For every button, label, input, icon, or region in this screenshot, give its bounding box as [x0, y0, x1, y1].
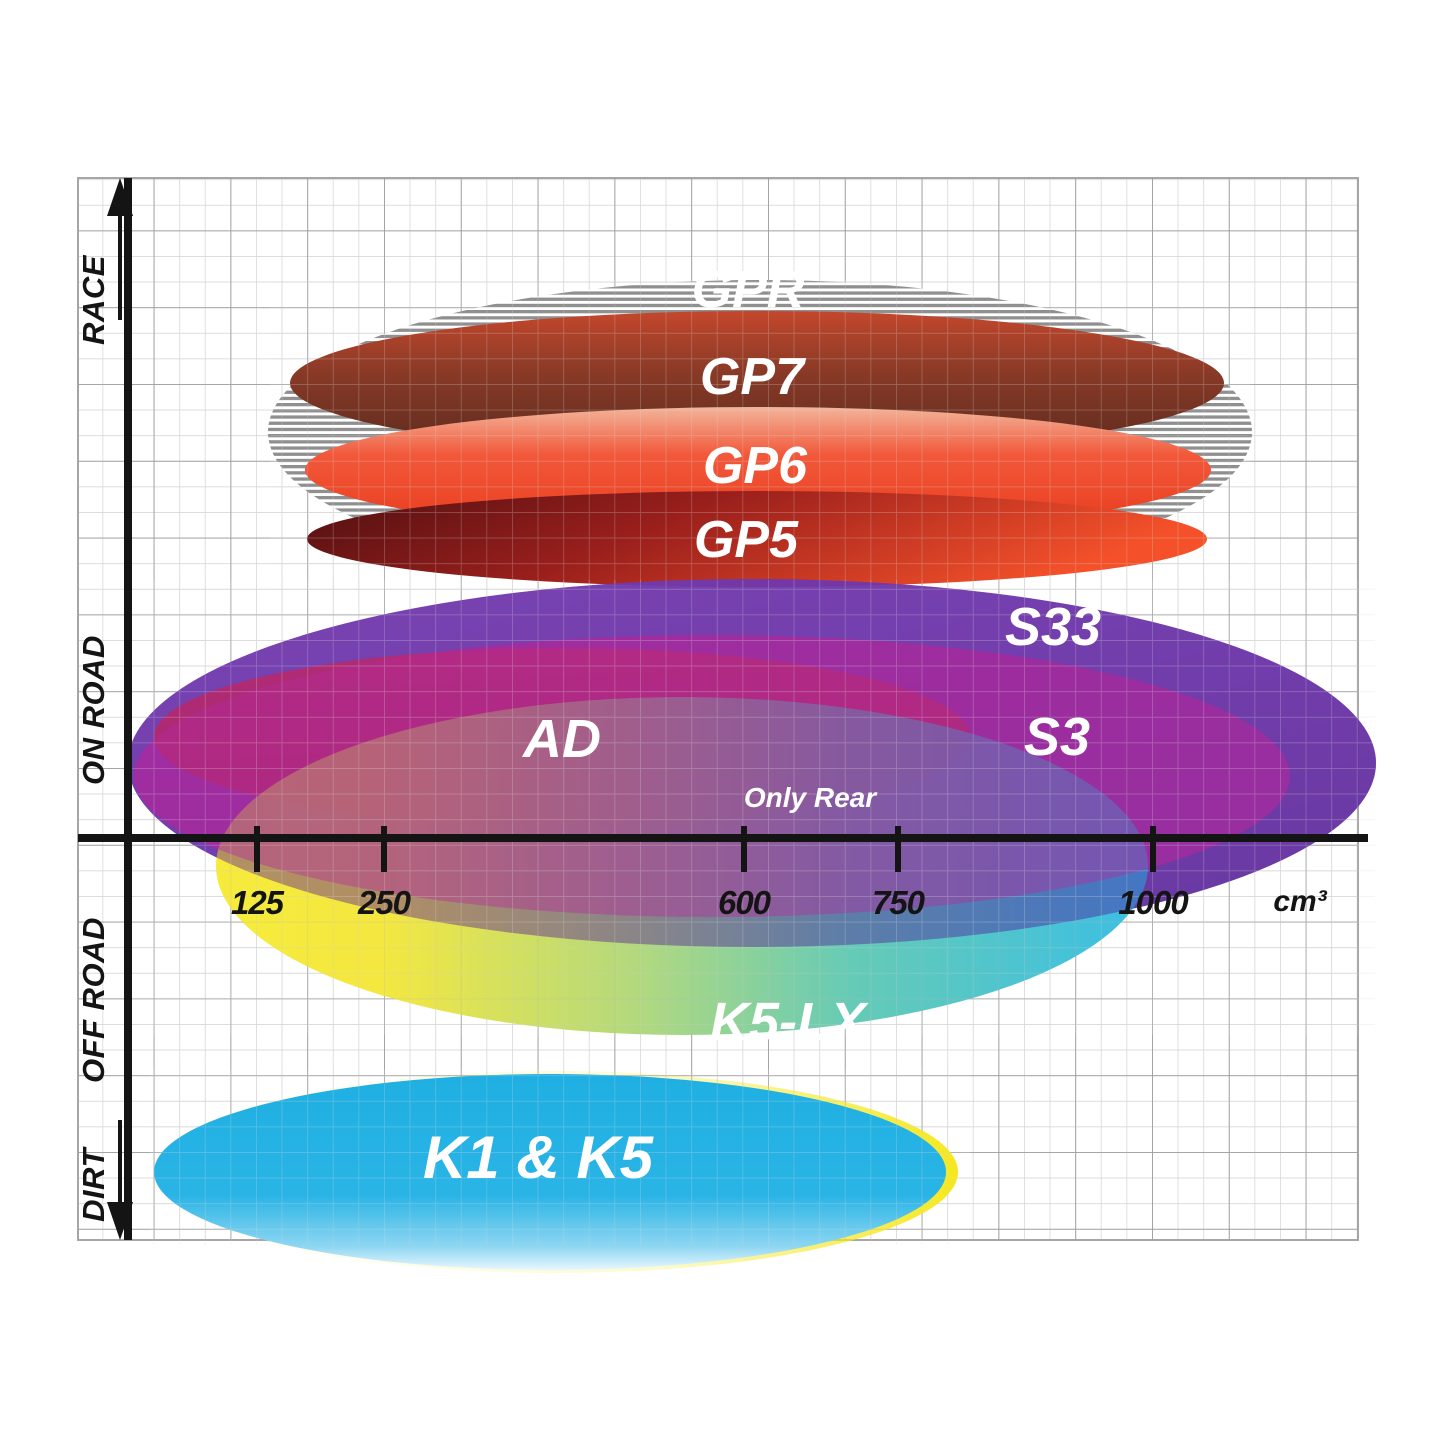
x-axis-tick-labels: 125 250 600 750 1000: [231, 884, 1190, 921]
y-category-race: RACE: [76, 254, 111, 345]
x-tick-label-600: 600: [718, 884, 772, 921]
x-tick-label-125: 125: [231, 884, 285, 921]
series-labels: GPR GP7 GP6 GP5 S33 S3 AD Only Rear K5-L…: [423, 261, 1101, 1191]
series-label-k1k5: K1 & K5: [423, 1124, 655, 1191]
y-category-on-road: ON ROAD: [76, 635, 111, 785]
grid-overlay-race: [270, 280, 1250, 590]
series-label-s33: S33: [1005, 597, 1101, 657]
series-label-s3: S3: [1024, 707, 1090, 767]
series-label-ad: AD: [521, 709, 601, 769]
x-axis-unit-label: cm³: [1273, 885, 1327, 918]
grid-overlay-mid: [130, 580, 1375, 1035]
series-label-gpr: GPR: [692, 261, 805, 319]
race-up-arrow-icon: [107, 178, 133, 320]
series-label-gp6: GP6: [703, 437, 808, 495]
series-note-only-rear: Only Rear: [744, 782, 878, 813]
x-tick-label-1000: 1000: [1118, 884, 1189, 921]
series-label-k5lx: K5-LX: [710, 992, 869, 1052]
y-category-off-road: OFF ROAD: [76, 917, 111, 1083]
dirt-down-arrow-icon: [107, 1120, 133, 1240]
series-label-gp7: GP7: [700, 348, 806, 406]
y-category-dirt: DIRT: [76, 1146, 111, 1222]
x-tick-label-750: 750: [872, 884, 926, 921]
x-axis-ticks: [254, 826, 1156, 872]
y-axis-category-labels: RACE ON ROAD OFF ROAD DIRT: [76, 254, 111, 1222]
axis-direction-arrows: [107, 178, 133, 1240]
series-label-gp5: GP5: [694, 511, 799, 569]
grid-overlay-dirt: [150, 1070, 970, 1245]
x-tick-label-250: 250: [357, 884, 412, 921]
